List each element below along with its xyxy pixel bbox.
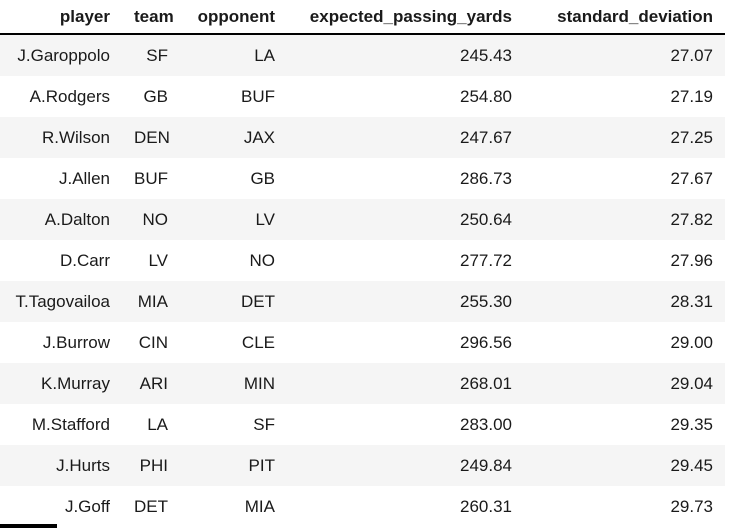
- cell-expected-passing-yards: 255.30: [460, 291, 512, 311]
- column-header-team: team: [122, 0, 180, 35]
- cell-player: J.Goff: [64, 496, 110, 516]
- cell-expected-passing-yards: 260.31: [460, 496, 512, 516]
- cell-player: K.Murray: [41, 373, 110, 393]
- cell-opponent: LV: [255, 209, 275, 229]
- cell-opponent: MIA: [244, 496, 275, 516]
- column-header-expected-passing-yards: expected_passing_yards: [287, 0, 524, 35]
- cell-team: LA: [147, 414, 168, 434]
- table-body: J.Garoppolo SF LA 245.43 27.07 A.Rodgers GB BUF…: [0, 34, 725, 527]
- table-row: J.Hurts PHI PIT 249.84 29.45: [0, 445, 725, 486]
- table-row: J.Goff DET MIA 260.31 29.73: [0, 486, 725, 527]
- cell-expected-passing-yards: 254.80: [460, 86, 512, 106]
- cell-expected-passing-yards: 286.73: [460, 168, 512, 188]
- cell-team: ARI: [139, 373, 168, 393]
- cell-opponent: JAX: [243, 127, 275, 147]
- cell-team: GB: [143, 86, 168, 106]
- cell-team: CIN: [138, 332, 168, 352]
- table-row: M.Stafford LA SF 283.00 29.35: [0, 404, 725, 445]
- table-header: player team opponent expected_passing_yards…: [0, 0, 725, 35]
- table-row: R.Wilson DEN JAX 247.67 27.25: [0, 117, 725, 158]
- cell-opponent: CLE: [241, 332, 275, 352]
- cell-expected-passing-yards: 250.64: [460, 209, 512, 229]
- cell-expected-passing-yards: 245.43: [460, 45, 512, 65]
- cell-team: DEN: [134, 127, 170, 147]
- cell-expected-passing-yards: 296.56: [460, 332, 512, 352]
- cell-standard-deviation: 29.45: [670, 455, 713, 475]
- cell-opponent: SF: [253, 414, 275, 434]
- table-row: T.Tagovailoa MIA DET 255.30 28.31: [0, 281, 725, 322]
- cell-standard-deviation: 27.19: [670, 86, 713, 106]
- cell-team: NO: [142, 209, 169, 229]
- cell-standard-deviation: 29.04: [670, 373, 713, 393]
- cell-player: T.Tagovailoa: [15, 291, 110, 311]
- table-row: J.Burrow CIN CLE 296.56 29.00: [0, 322, 725, 363]
- cell-player: J.Hurts: [56, 455, 110, 475]
- table-row: J.Allen BUF GB 286.73 27.67: [0, 158, 725, 199]
- cell-standard-deviation: 27.67: [670, 168, 713, 188]
- cell-opponent: BUF: [241, 86, 275, 106]
- cell-opponent: MIN: [243, 373, 275, 393]
- cell-team: BUF: [134, 168, 168, 188]
- table-row: A.Dalton NO LV 250.64 27.82: [0, 199, 725, 240]
- cell-team: SF: [146, 45, 168, 65]
- cell-expected-passing-yards: 277.72: [460, 250, 512, 270]
- cell-player: J.Allen: [58, 168, 110, 188]
- cell-team: PHI: [139, 455, 168, 475]
- cell-expected-passing-yards: 247.67: [460, 127, 512, 147]
- cell-standard-deviation: 29.00: [670, 332, 713, 352]
- cell-team: LV: [148, 250, 168, 270]
- cell-standard-deviation: 27.82: [670, 209, 713, 229]
- cell-standard-deviation: 29.73: [670, 496, 713, 516]
- table-row: D.Carr LV NO 277.72 27.96: [0, 240, 725, 281]
- cell-expected-passing-yards: 268.01: [460, 373, 512, 393]
- cell-expected-passing-yards: 283.00: [460, 414, 512, 434]
- cell-standard-deviation: 28.31: [670, 291, 713, 311]
- cell-player: A.Dalton: [44, 209, 110, 229]
- header-row: player team opponent expected_passing_yards…: [0, 0, 725, 35]
- cell-player: R.Wilson: [41, 127, 110, 147]
- cell-expected-passing-yards: 249.84: [460, 455, 512, 475]
- cell-opponent: GB: [250, 168, 275, 188]
- cell-opponent: PIT: [248, 455, 275, 475]
- cell-player: J.Garoppolo: [17, 45, 110, 65]
- cell-opponent: LA: [254, 45, 275, 65]
- cell-team: DET: [134, 496, 168, 516]
- cell-player: D.Carr: [59, 250, 110, 270]
- cell-opponent: NO: [249, 250, 276, 270]
- table-row: A.Rodgers GB BUF 254.80 27.19: [0, 76, 725, 117]
- cell-standard-deviation: 29.35: [670, 414, 713, 434]
- cell-standard-deviation: 27.25: [670, 127, 713, 147]
- cell-player: J.Burrow: [42, 332, 110, 352]
- cell-team: MIA: [137, 291, 168, 311]
- cell-player: M.Stafford: [31, 414, 110, 434]
- column-header-player: player: [0, 0, 122, 35]
- cell-player: A.Rodgers: [29, 86, 110, 106]
- table-row: K.Murray ARI MIN 268.01 29.04: [0, 363, 725, 404]
- cell-opponent: DET: [241, 291, 275, 311]
- cell-standard-deviation: 27.96: [670, 250, 713, 270]
- table-row: J.Garoppolo SF LA 245.43 27.07: [0, 34, 725, 76]
- column-header-standard-deviation: standard_deviation: [524, 0, 725, 35]
- cropped-next-element-border: [0, 524, 57, 528]
- column-header-opponent: opponent: [180, 0, 287, 35]
- cell-standard-deviation: 27.07: [670, 45, 713, 65]
